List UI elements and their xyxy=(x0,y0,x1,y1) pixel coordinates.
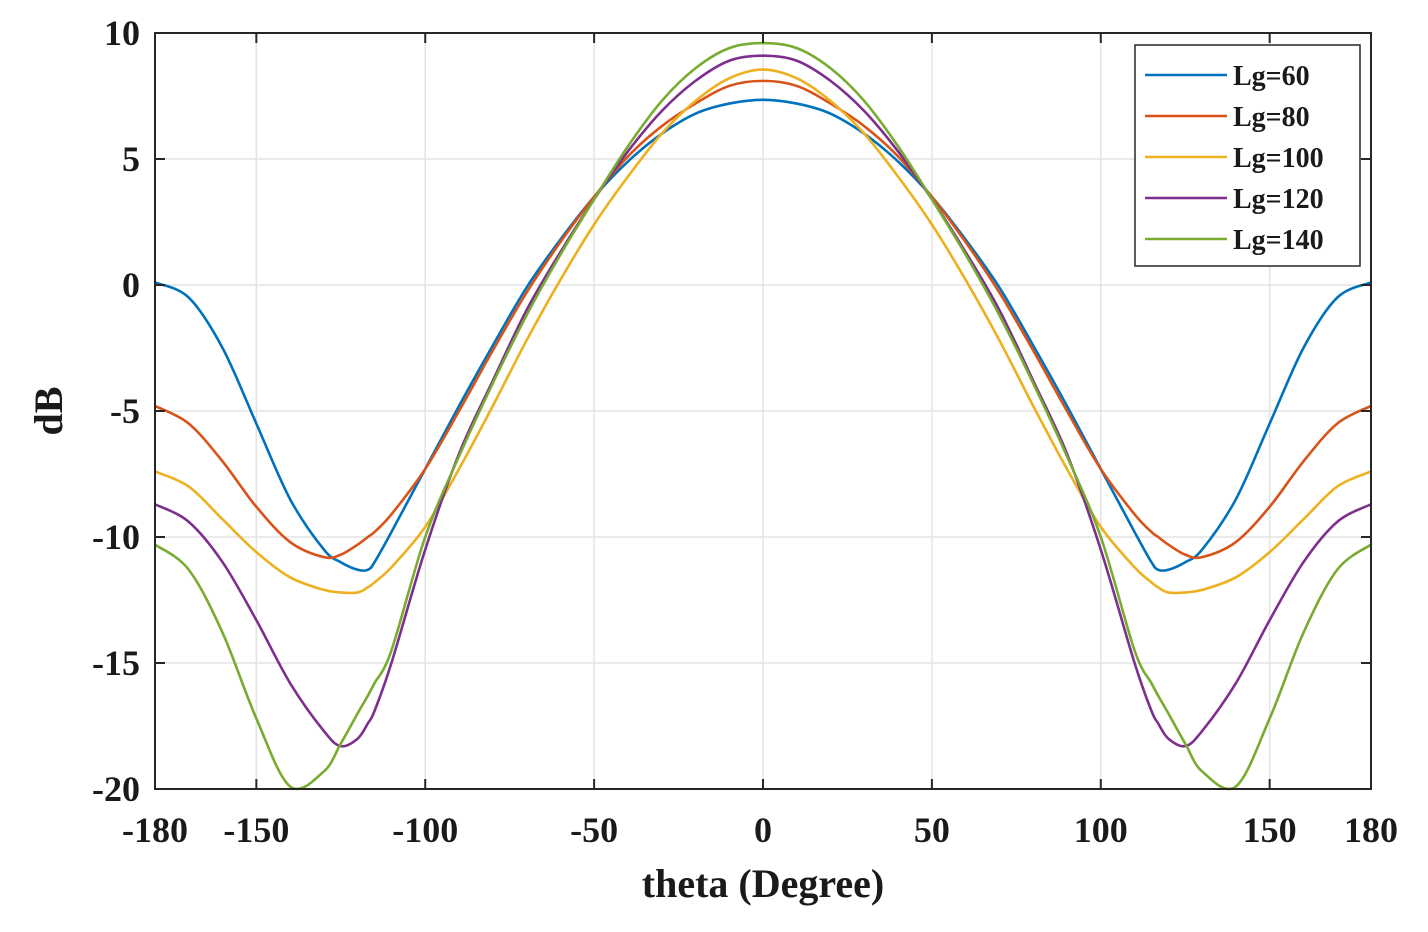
x-axis-title: theta (Degree) xyxy=(642,861,884,906)
series-line-lg-140 xyxy=(154,41,1372,791)
y-tick-label: 10 xyxy=(104,13,140,53)
series-layer xyxy=(154,41,1372,791)
y-axis: -20 -15 -10 -5 0 5 10 xyxy=(92,13,1371,809)
series-line-lg-80 xyxy=(154,79,1372,560)
series-line-lg-60 xyxy=(154,98,1372,573)
x-tick-label: 180 xyxy=(1344,810,1398,850)
x-tick-label: 0 xyxy=(754,810,772,850)
x-tick-label: -150 xyxy=(223,810,289,850)
y-tick-label: 5 xyxy=(122,139,140,179)
x-tick-label: -180 xyxy=(122,810,188,850)
legend-box xyxy=(1134,44,1361,267)
y-tick-label: -20 xyxy=(92,769,140,809)
series-line-lg-120 xyxy=(154,54,1372,748)
x-tick-label: 100 xyxy=(1074,810,1128,850)
y-tick-label: 0 xyxy=(122,265,140,305)
x-tick-label: -50 xyxy=(570,810,618,850)
x-tick-label: -100 xyxy=(392,810,458,850)
legend-label: Lg=140 xyxy=(1233,225,1324,256)
x-tick-label: 150 xyxy=(1243,810,1297,850)
y-axis-title: dB xyxy=(26,387,71,436)
x-axis: -180 -150 -100 -50 0 50 100 150 180 xyxy=(122,33,1398,850)
legend: Lg=60 Lg=80 Lg=100 Lg=120 Lg=140 xyxy=(1134,44,1361,267)
y-tick-label: -5 xyxy=(110,391,140,431)
legend-label: Lg=100 xyxy=(1233,143,1324,174)
legend-label: Lg=60 xyxy=(1233,61,1310,92)
y-tick-label: -15 xyxy=(92,643,140,683)
y-tick-label: -10 xyxy=(92,517,140,557)
legend-label: Lg=80 xyxy=(1233,102,1310,133)
series-line-lg-100 xyxy=(154,68,1372,595)
legend-label: Lg=120 xyxy=(1233,184,1324,215)
x-tick-label: 50 xyxy=(914,810,950,850)
grid-lines xyxy=(155,33,1371,789)
